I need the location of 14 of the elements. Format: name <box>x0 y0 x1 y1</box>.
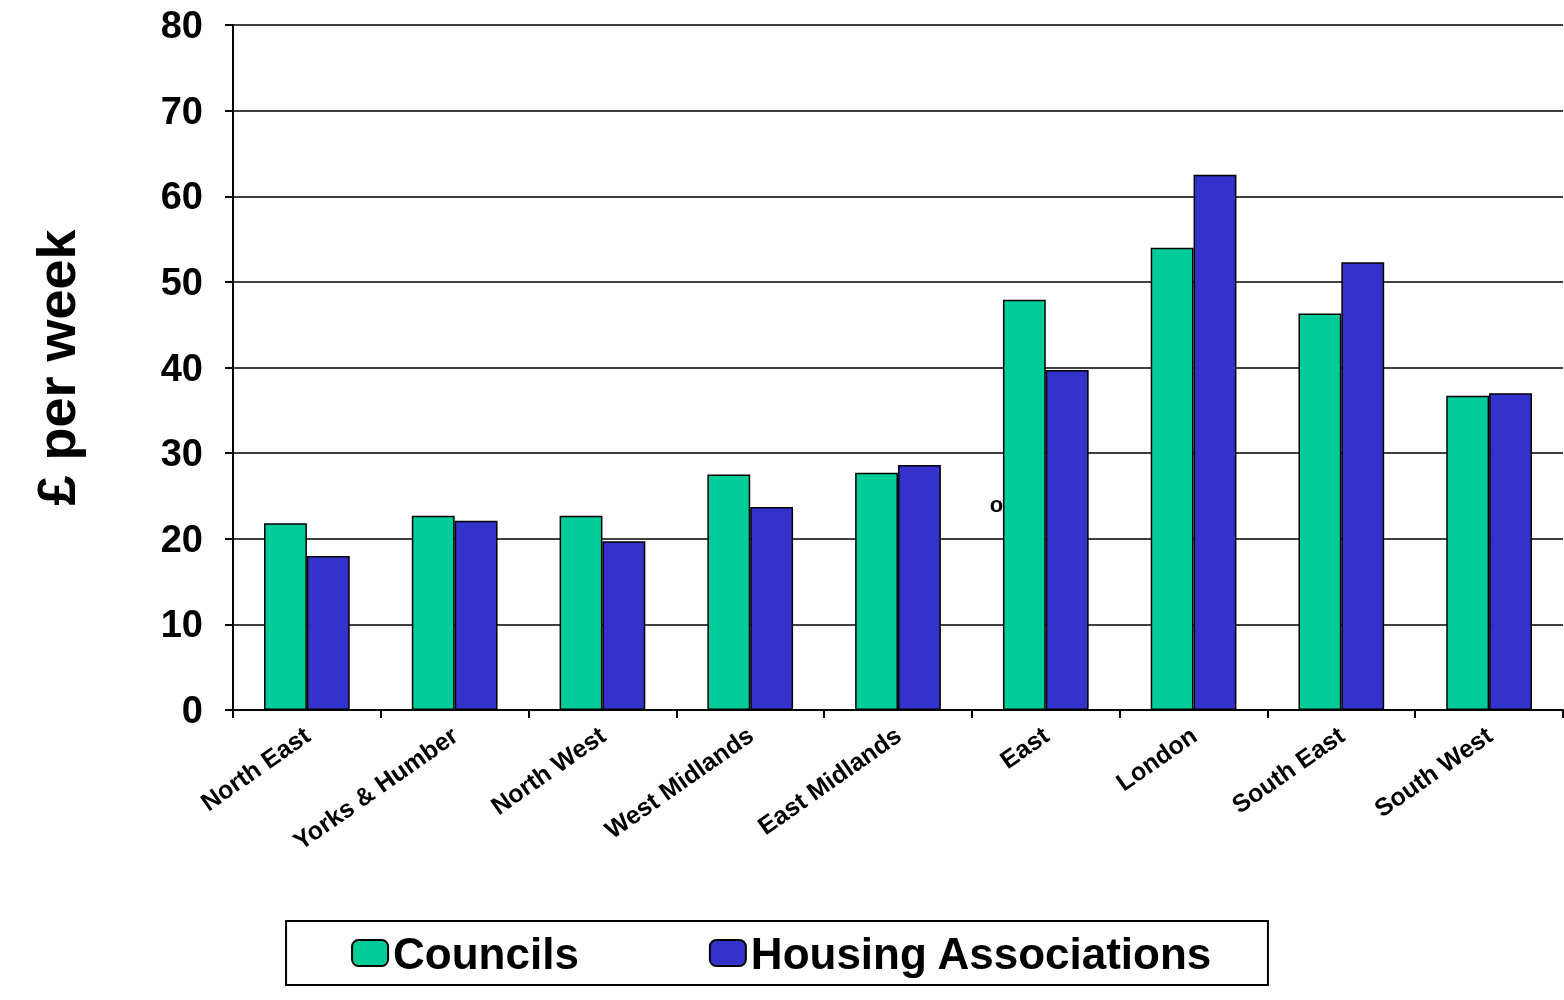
annotation: o <box>989 492 1004 517</box>
y-tick-label: 70 <box>160 89 203 132</box>
x-tick-label: East <box>994 720 1055 774</box>
y-tick-label: 40 <box>160 346 203 389</box>
y-tick-label: 10 <box>160 603 203 646</box>
y-tick-label: 80 <box>160 4 203 46</box>
legend-label: Councils <box>393 928 579 978</box>
y-tick-label: 60 <box>160 175 203 218</box>
legend-label: Housing Associations <box>750 928 1212 978</box>
y-tick-label: 20 <box>160 517 203 560</box>
y-tick-label: 30 <box>160 432 203 475</box>
y-axis-title: £ per week <box>26 228 86 506</box>
y-tick-label: 50 <box>160 260 203 303</box>
y-tick-label: 0 <box>181 689 203 731</box>
